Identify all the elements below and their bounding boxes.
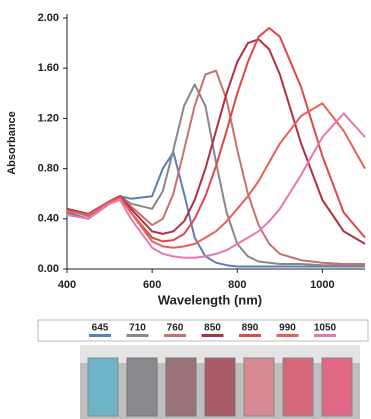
series-line (66, 102, 366, 249)
legend-swatch (239, 334, 261, 337)
x-tick-label: 1000 (310, 279, 334, 291)
legend-label: 645 (92, 323, 109, 334)
x-axis-label: Wavelength (nm) (158, 292, 262, 307)
legend-swatch (276, 334, 299, 337)
y-tick-label: 1.60 (38, 62, 59, 74)
y-tick-label: 0.80 (38, 163, 59, 175)
legend-label: 850 (204, 323, 221, 334)
legend-swatch (164, 334, 186, 337)
series-line (66, 151, 365, 268)
legend-label: 710 (129, 323, 146, 334)
legend-label: 990 (279, 323, 296, 334)
legend-swatch (89, 334, 111, 337)
legend-label: 760 (167, 323, 184, 334)
legend-swatch (201, 334, 224, 337)
series-line (66, 38, 366, 245)
legend-swatch (314, 334, 336, 337)
x-tick-label: 600 (143, 279, 161, 291)
x-tick-label: 800 (228, 279, 246, 291)
y-axis-label: Absorbance (6, 111, 18, 175)
y-tick-label: 1.20 (38, 112, 59, 124)
legend-label: 890 (242, 323, 259, 334)
series-line (66, 83, 365, 267)
y-tick-label: 2.00 (38, 12, 59, 24)
y-tick-label: 0.00 (38, 263, 59, 275)
cuvette-photo (80, 345, 360, 419)
series-line (66, 112, 366, 259)
series-line (66, 27, 366, 243)
y-tick-label: 0.40 (38, 213, 59, 225)
legend-swatch (126, 334, 149, 337)
legend-label: 1050 (314, 323, 337, 334)
x-tick-label: 400 (58, 279, 76, 291)
